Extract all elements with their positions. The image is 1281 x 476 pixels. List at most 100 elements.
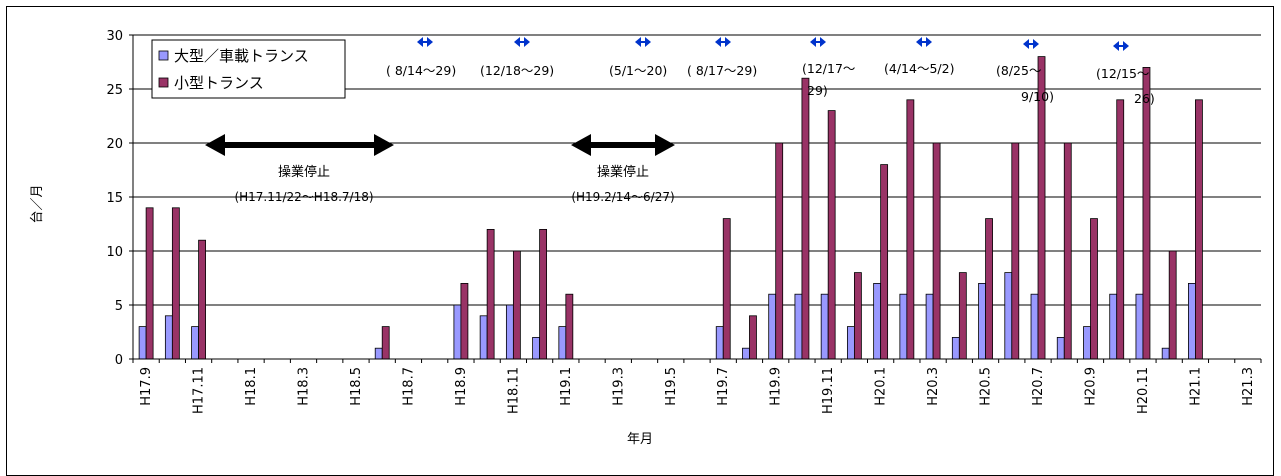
period-marker <box>635 37 651 47</box>
x-tick-label: H19.1 <box>559 367 574 406</box>
y-tick-label: 30 <box>106 29 123 44</box>
bar-small-transformer <box>801 77 810 360</box>
bar-large-transformer <box>925 293 934 360</box>
bar-large-transformer <box>768 293 777 360</box>
bar-large-transformer <box>794 293 803 360</box>
period-label: (12/18～29) <box>480 63 554 78</box>
bar-small-transformer <box>381 326 390 360</box>
bar-large-transformer <box>191 326 199 360</box>
period-label: 29) <box>807 83 828 98</box>
y-tick-label: 5 <box>115 299 123 314</box>
bar-small-transformer <box>1116 99 1125 360</box>
period-marker <box>417 37 433 47</box>
bar-large-transformer <box>978 282 986 360</box>
bar-large-transformer <box>715 326 724 360</box>
period-label: 9/10) <box>1021 89 1054 104</box>
diamond-left <box>514 37 520 47</box>
x-tick-label: H21.1 <box>1188 367 1203 406</box>
bar-large-transformer <box>951 336 960 360</box>
bar-large-transformer <box>1030 293 1039 360</box>
diamond-left <box>635 37 641 47</box>
diamond-right <box>524 37 530 47</box>
x-tick-label: H19.9 <box>769 367 784 406</box>
x-tick-label: H20.11 <box>1136 367 1151 414</box>
bar-large-transformer <box>846 326 855 360</box>
period-label: 26) <box>1134 91 1155 106</box>
shutdown-period: (H17.11/22～H18.7/18) <box>234 190 373 204</box>
bar-small-transformer <box>749 315 757 360</box>
bar-large-transformer <box>532 336 541 360</box>
annotations: 操業停止 (H17.11/22～H18.7/18) 操業停止 (H19.2/14～6/… <box>205 37 1155 204</box>
bar-large-transformer <box>505 304 514 360</box>
bar-small-transformer <box>460 282 469 360</box>
diamond-right <box>427 37 433 47</box>
y-tick-label: 25 <box>106 83 123 98</box>
x-tick-label: H18.9 <box>454 367 469 406</box>
arrow-head-right <box>655 134 675 156</box>
bar-small-transformer <box>1063 142 1072 360</box>
y-tick-label: 15 <box>106 191 123 206</box>
legend-label: 大型／車載トランス <box>174 47 309 65</box>
shutdown-label: 操業停止 <box>278 164 330 180</box>
bar-large-transformer <box>558 326 567 360</box>
x-tick-label: H19.3 <box>611 367 626 406</box>
bar-small-transformer <box>932 142 941 360</box>
bar-small-transformer <box>1168 250 1177 360</box>
x-tick-label: H20.3 <box>926 367 941 406</box>
bar-small-transformer <box>145 207 154 360</box>
x-tick-label: H17.9 <box>139 367 154 406</box>
bar-large-transformer <box>479 315 488 360</box>
period-label: (8/25～ <box>996 63 1041 78</box>
bar-large-transformer <box>820 293 829 360</box>
bar-large-transformer <box>1083 326 1091 360</box>
period-label: (12/17～ <box>802 61 855 76</box>
legend-swatch <box>158 50 169 61</box>
x-tick-label: H17.11 <box>192 367 207 414</box>
legend-label: 小型トランス <box>174 74 264 92</box>
legend-box <box>151 39 346 99</box>
bar-small-transformer <box>539 228 548 360</box>
bar-small-transformer <box>512 250 521 360</box>
bar-large-transformer <box>1056 336 1065 360</box>
diamond-left <box>715 37 721 47</box>
diamond-right <box>1123 41 1129 51</box>
x-tick-label: H20.5 <box>979 367 994 406</box>
bar-small-transformer <box>880 164 889 360</box>
period-marker <box>514 37 530 47</box>
y-tick-label: 20 <box>106 137 123 152</box>
chart-frame: 0 5 10 15 20 25 30 H17.9 H17.11 H18.1 H18.3 H18.5 H1… <box>6 6 1274 476</box>
bar-small-transformer <box>171 207 180 360</box>
period-marker <box>715 37 731 47</box>
x-tick-label: H18.7 <box>401 367 416 406</box>
diamond-left <box>916 37 922 47</box>
period-label: (5/1～20) <box>609 63 667 78</box>
bar-small-transformer <box>565 293 574 360</box>
bar-large-transformer <box>742 347 750 360</box>
x-tick-label: H18.5 <box>349 367 364 406</box>
period-label: ( 8/14～29) <box>386 63 456 78</box>
bar-small-transformer <box>198 239 206 360</box>
x-tick-label: H20.9 <box>1083 367 1098 406</box>
x-tick-label: H19.7 <box>716 367 731 406</box>
bar-small-transformer <box>853 272 862 360</box>
y-axis-title: 台／月 <box>30 184 45 223</box>
legend-swatch <box>158 77 169 88</box>
diamond-right <box>725 37 731 47</box>
x-tick-label: H20.1 <box>874 367 889 406</box>
bar-chart: 0 5 10 15 20 25 30 H17.9 H17.11 H18.1 H18.3 H18.5 H1… <box>30 29 1262 447</box>
bar-large-transformer <box>138 326 147 360</box>
x-tick-label: H21.3 <box>1241 367 1256 406</box>
bar-large-transformer <box>1135 293 1144 360</box>
arrow-head-right <box>374 134 394 156</box>
diamond-right <box>645 37 651 47</box>
diamond-left <box>417 37 423 47</box>
bar-small-transformer <box>985 218 993 360</box>
diamond-right <box>926 37 932 47</box>
x-tick-label: H20.7 <box>1031 367 1046 406</box>
bar-small-transformer <box>722 218 731 360</box>
bar-large-transformer <box>873 282 882 360</box>
x-axis-title: 年月 <box>627 432 653 447</box>
bar-small-transformer <box>1011 142 1020 360</box>
bar-small-transformer <box>906 99 915 360</box>
